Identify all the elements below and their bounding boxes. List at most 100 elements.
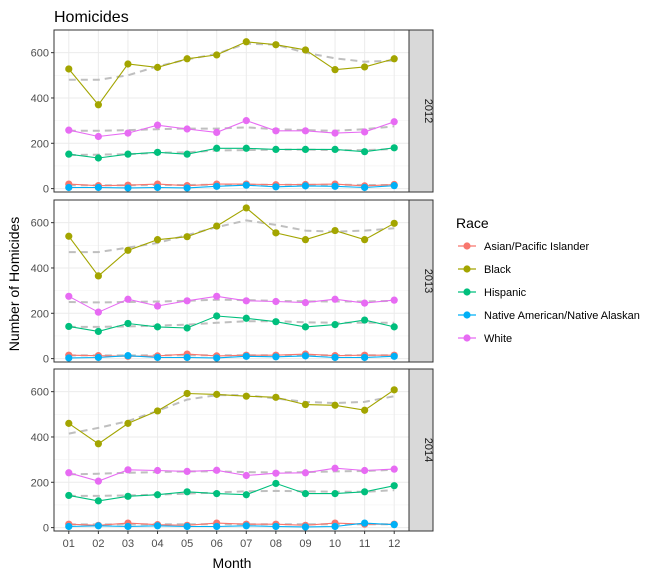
- series-line: [68, 41, 395, 106]
- facet-strip: [408, 199, 434, 363]
- legend-label: Native American/Native Alaskan: [484, 310, 640, 322]
- data-point: [272, 469, 280, 477]
- data-point: [242, 352, 250, 360]
- series-line: [68, 207, 395, 277]
- data-point: [213, 222, 221, 230]
- data-point: [242, 38, 250, 46]
- data-point: [361, 519, 369, 527]
- x-tick-label: 06: [211, 538, 223, 550]
- data-point: [94, 522, 102, 530]
- legend-key-point: [463, 334, 471, 342]
- data-point: [331, 522, 339, 531]
- data-point: [361, 128, 369, 136]
- y-tick-label: 400: [31, 93, 49, 105]
- data-point: [65, 183, 73, 192]
- data-point: [213, 466, 221, 474]
- data-point: [390, 55, 398, 63]
- data-point: [272, 145, 280, 154]
- facet-strip: [408, 29, 434, 193]
- data-point: [361, 236, 369, 244]
- data-point: [272, 229, 280, 237]
- data-point: [213, 312, 221, 320]
- data-point: [183, 297, 191, 305]
- data-point: [153, 466, 162, 475]
- x-tick-label: 11: [359, 538, 370, 550]
- series-line: [68, 184, 395, 189]
- data-point: [331, 321, 339, 329]
- data-point: [390, 482, 398, 490]
- series-line: [68, 522, 395, 526]
- x-tick-label: 07: [240, 538, 252, 550]
- data-point: [65, 126, 73, 134]
- data-point: [94, 308, 102, 316]
- data-point: [153, 63, 162, 71]
- facet-strip: [408, 368, 434, 532]
- data-point: [301, 127, 310, 135]
- data-point: [153, 323, 162, 331]
- y-tick-label: 200: [31, 477, 49, 489]
- data-point: [213, 128, 221, 137]
- y-tick-label: 600: [31, 218, 49, 230]
- data-point: [183, 233, 191, 241]
- data-point: [65, 232, 73, 240]
- data-point: [242, 144, 250, 152]
- data-point: [331, 464, 339, 472]
- panel-background: [54, 200, 409, 362]
- data-point: [213, 522, 221, 531]
- data-point: [153, 183, 162, 192]
- data-point: [213, 292, 221, 300]
- data-point: [301, 323, 310, 331]
- x-tick-label: 09: [299, 538, 311, 550]
- legend-label: White: [484, 333, 512, 345]
- data-point: [272, 393, 280, 401]
- y-tick-label: 200: [31, 308, 49, 320]
- data-point: [124, 466, 132, 474]
- data-point: [153, 407, 162, 415]
- x-tick-label: 12: [388, 538, 400, 550]
- data-point: [301, 523, 310, 531]
- data-point: [153, 121, 162, 129]
- data-point: [361, 406, 369, 414]
- x-axis: 01 02 03 04 05 06 07 08 09 10 11 12: [63, 531, 400, 550]
- facet-strip-label: 2012: [422, 99, 434, 123]
- panel-background: [54, 369, 409, 531]
- data-point: [94, 272, 102, 280]
- legend-item: Hispanic: [458, 287, 527, 299]
- data-point: [242, 204, 250, 212]
- x-axis-title: Month: [213, 555, 252, 571]
- legend-label: Black: [484, 264, 511, 276]
- legend-item: Black: [458, 264, 511, 276]
- y-tick-label: 0: [43, 354, 49, 366]
- legend-title: Race: [456, 215, 489, 231]
- data-point: [213, 144, 221, 152]
- data-point: [94, 327, 102, 336]
- data-point: [390, 182, 398, 190]
- data-point: [390, 465, 398, 473]
- data-point: [124, 129, 132, 137]
- y-tick-label: 400: [31, 432, 49, 444]
- trend-line: [68, 125, 395, 132]
- data-point: [272, 183, 280, 191]
- data-point: [242, 392, 250, 400]
- data-point: [390, 521, 398, 529]
- data-point: [272, 479, 280, 488]
- facet-strip-label: 2013: [422, 269, 434, 293]
- data-point: [94, 353, 102, 362]
- data-point: [242, 471, 250, 480]
- y-tick-label: 600: [31, 48, 49, 60]
- data-point: [65, 491, 73, 500]
- y-tick-label: 200: [31, 138, 49, 150]
- data-point: [361, 316, 369, 324]
- data-point: [124, 184, 132, 192]
- data-point: [242, 117, 250, 125]
- data-point: [361, 299, 369, 307]
- data-point: [124, 492, 132, 500]
- data-point: [242, 522, 250, 530]
- data-point: [183, 150, 191, 158]
- data-point: [124, 319, 132, 328]
- data-point: [272, 353, 280, 361]
- legend-key-point: [463, 288, 471, 296]
- data-point: [65, 150, 73, 158]
- data-point: [361, 63, 369, 71]
